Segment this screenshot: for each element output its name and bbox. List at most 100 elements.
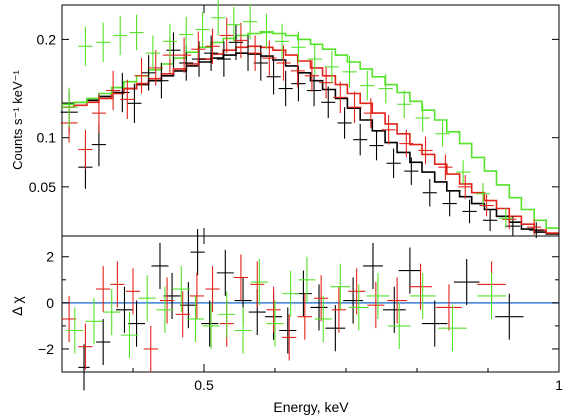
residual-point <box>382 286 406 333</box>
data-point <box>479 194 494 217</box>
data-point <box>96 22 111 63</box>
residual-point <box>156 286 174 333</box>
data-point <box>219 17 234 54</box>
upper-y-ticks: 0.2 0.1 0.05 <box>29 5 560 236</box>
y-tick-label: 2 <box>46 249 54 265</box>
residual-point <box>85 298 103 345</box>
residual-point <box>348 268 366 315</box>
data-point <box>78 129 93 170</box>
data-point <box>226 6 241 43</box>
residual-point <box>151 242 169 290</box>
data-point <box>191 31 206 67</box>
residual-point <box>387 277 408 324</box>
data-point <box>145 35 160 71</box>
y-tick-label: 0.2 <box>37 31 57 47</box>
data-point <box>483 209 498 232</box>
data-point <box>319 66 334 99</box>
residual-point <box>125 268 141 315</box>
data-point <box>404 157 419 185</box>
y-tick-label: 0 <box>46 295 54 311</box>
residual-point <box>186 295 204 343</box>
residual-point <box>438 305 467 352</box>
residual-point <box>325 305 346 352</box>
residual-point <box>409 263 432 310</box>
residual-point <box>205 265 220 313</box>
residual-point <box>78 344 90 391</box>
residual-point <box>96 265 111 313</box>
data-point <box>216 41 231 77</box>
data-point <box>347 91 362 123</box>
data-point <box>134 58 149 94</box>
lower-residual-group <box>62 229 524 391</box>
residual-point <box>330 263 351 310</box>
y-tick-label: 0.05 <box>29 179 56 195</box>
x-axis-label: Energy, keV <box>273 399 349 415</box>
y-tick-label: −2 <box>38 341 54 357</box>
data-point <box>141 55 156 91</box>
residual-point <box>66 307 84 354</box>
data-point <box>422 178 437 207</box>
data-point <box>291 65 306 102</box>
residual-point <box>115 286 133 333</box>
residual-point <box>366 272 390 319</box>
residual-point <box>331 286 346 333</box>
data-point <box>276 45 291 81</box>
data-point <box>243 4 258 40</box>
residual-point <box>234 307 252 354</box>
data-point <box>60 87 78 127</box>
residual-point <box>143 325 158 372</box>
data-point <box>415 104 430 132</box>
residual-point <box>233 254 249 301</box>
data-point <box>127 83 142 123</box>
residual-point <box>367 282 385 329</box>
residual-point <box>78 323 93 370</box>
data-point <box>321 86 336 119</box>
data-point <box>458 175 473 199</box>
residual-point <box>314 295 332 343</box>
residual-point <box>409 272 436 319</box>
residual-point <box>282 314 297 361</box>
data-point <box>456 160 471 184</box>
data-point <box>399 129 414 158</box>
residual-point <box>250 261 265 308</box>
data-point <box>248 35 263 71</box>
residual-point <box>128 300 146 347</box>
data-point <box>113 15 128 56</box>
data-point <box>462 199 477 224</box>
residual-point <box>175 291 190 338</box>
data-point <box>369 130 384 161</box>
upper-y-axis-label: Counts s⁻¹ keV⁻¹ <box>10 69 25 169</box>
data-point <box>435 120 450 147</box>
data-point <box>342 56 357 88</box>
data-point <box>442 190 457 217</box>
data-point <box>205 28 220 64</box>
residual-point <box>297 293 312 340</box>
residual-point <box>282 270 300 317</box>
data-point <box>502 209 517 230</box>
y-tick-label: 0.1 <box>37 130 57 146</box>
data-point <box>418 136 433 165</box>
residual-point <box>110 261 125 308</box>
residual-point <box>298 256 316 303</box>
data-point <box>177 37 192 73</box>
residual-point <box>120 312 138 359</box>
data-point <box>498 208 513 229</box>
residual-point <box>216 249 234 296</box>
residual-point <box>398 247 422 294</box>
data-point <box>333 81 348 114</box>
data-point <box>527 219 542 236</box>
data-point <box>291 31 306 63</box>
residual-point <box>96 318 111 366</box>
data-point <box>475 182 491 205</box>
residual-point <box>348 284 369 331</box>
residual-point <box>138 275 156 322</box>
residual-point <box>62 295 77 343</box>
residual-point <box>250 259 268 306</box>
data-point <box>154 62 169 99</box>
data-point <box>360 70 375 101</box>
data-point <box>266 59 281 95</box>
lower-panel: 2 0 −2 0.5 1 Δ χ Energy, keV <box>9 229 563 415</box>
data-point <box>259 13 274 50</box>
data-point <box>275 23 290 60</box>
